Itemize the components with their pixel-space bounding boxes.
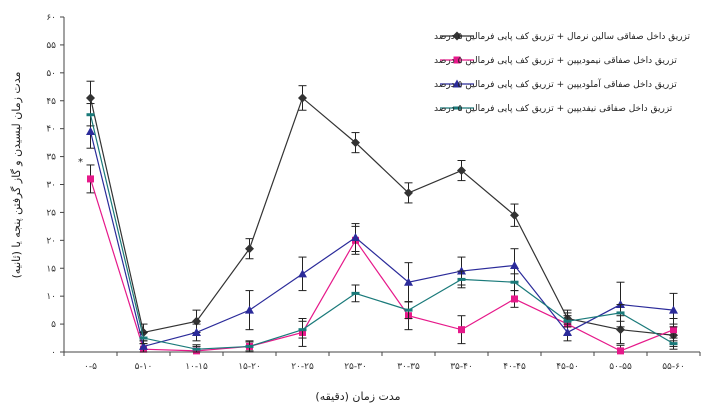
y-tick-label: ۲۵ [46, 208, 56, 218]
series-line [89, 178, 674, 352]
data-point [510, 280, 519, 284]
y-tick-label: ۲۰ [46, 236, 56, 246]
y-tick-label: ۳۵ [46, 153, 56, 163]
data-point [616, 325, 625, 335]
data-point [298, 93, 307, 103]
x-axis-title: مدت زمان (دقیقه) [315, 390, 400, 403]
x-tick-label: ۴۰-۴۵ [503, 362, 526, 372]
y-tick-label: ۵ [51, 320, 56, 330]
data-point [351, 138, 360, 148]
data-point [86, 113, 95, 117]
legend-item: تزریق داخل صفاقی سالین نرمال + تزریق کف … [434, 31, 691, 42]
data-point [510, 210, 519, 220]
data-point [510, 260, 519, 269]
x-tick-label: ۵۵-۶۰ [662, 362, 685, 372]
legend-swatch-marker [452, 31, 462, 41]
y-tick-label: ۵۰ [46, 69, 56, 79]
data-point [86, 93, 95, 103]
data-point [351, 291, 360, 295]
y-tick-label: ۰ [51, 348, 56, 358]
data-point [669, 305, 678, 314]
data-point [563, 327, 572, 336]
data-point [192, 316, 201, 326]
data-point [192, 327, 201, 336]
series-line [89, 131, 674, 348]
x-tick-label: ۴۵-۵۰ [556, 362, 579, 372]
series-line [89, 114, 674, 350]
data-point [511, 295, 518, 303]
legend: تزریق داخل صفاقی سالین نرمال + تزریق کف … [434, 31, 691, 114]
y-ticks: ۰ ۵ ۱۰ ۱۵ ۲۰ ۲۵ ۳۰ ۳۵ ۴۰ ۴۵ ۵۰ ۵۵ ۶۰ [46, 13, 64, 358]
series-4 [86, 103, 678, 353]
significance-marker: * [78, 157, 83, 168]
data-point [404, 188, 413, 198]
x-tick-label: ۲۵-۳۰ [344, 362, 367, 372]
data-point [245, 244, 254, 254]
y-tick-label: ۶۰ [46, 13, 56, 23]
data-point [245, 305, 254, 314]
data-point [457, 166, 466, 176]
data-point [139, 341, 148, 350]
legend-swatch-marker [453, 56, 461, 64]
y-tick-label: ۴۰ [46, 125, 56, 135]
x-tick-label: ۰-۵ [84, 362, 97, 372]
x-tick-label: ۳۰-۳۵ [397, 362, 420, 372]
data-point [298, 328, 307, 332]
data-point [563, 319, 572, 323]
x-tick-label: ۵۰-۵۵ [609, 362, 632, 372]
data-point [458, 326, 465, 334]
data-point [404, 277, 413, 286]
data-point [139, 336, 148, 340]
x-tick-label: ۵-۱۰ [135, 362, 153, 372]
legend-swatch-marker [453, 106, 461, 110]
data-point [457, 277, 466, 281]
legend-label: تزریق داخل صفاقی نیمودیپین + تزریق کف پا… [434, 56, 677, 66]
series-layer: * [78, 80, 678, 355]
y-tick-label: ۴۵ [46, 97, 56, 107]
legend-item: تزریق داخل صفاقی آملودیپین + تزریق کف پا… [434, 78, 677, 90]
y-axis-title: مدت زمان لیسیدن و گاز گرفتن پنجه یا (ثان… [10, 71, 23, 278]
legend-label: تزریق داخل صفاقی نیفدیپین + تزریق کف پای… [434, 104, 673, 114]
y-tick-label: ۱۰ [46, 292, 56, 302]
data-point [87, 175, 94, 183]
data-point [616, 311, 625, 315]
y-tick-label: ۵۵ [46, 41, 56, 51]
data-point [192, 347, 201, 351]
series-1 [86, 80, 678, 347]
y-tick-label: ۳۰ [46, 181, 56, 191]
data-point [351, 233, 360, 242]
legend-item: تزریق داخل صفاقی نیفدیپین + تزریق کف پای… [434, 104, 673, 114]
series-line [89, 96, 674, 336]
legend-label: تزریق داخل صفاقی آملودیپین + تزریق کف پا… [434, 78, 677, 90]
data-point [404, 308, 413, 312]
data-point [617, 347, 624, 355]
x-tick-label: ۱۰-۱۵ [185, 362, 208, 372]
legend-label: تزریق داخل صفاقی سالین نرمال + تزریق کف … [434, 32, 691, 42]
x-tick-label: ۱۵-۲۰ [238, 362, 261, 372]
legend-swatch-marker [452, 79, 462, 88]
x-tick-label: ۳۵-۴۰ [450, 362, 473, 372]
x-ticks: ۰-۵ ۵-۱۰ ۱۰-۱۵ ۱۵-۲۰ ۲۰-۲۵ ۲۵-۳۰ ۳۰-۳۵ ۳۵-۴۰ ۴۰-… [63, 352, 701, 372]
legend-item: تزریق داخل صفاقی نیمودیپین + تزریق کف پا… [434, 56, 677, 66]
series-3 [86, 114, 678, 353]
data-point [669, 342, 678, 346]
x-tick-label: ۲۰-۲۵ [291, 362, 314, 372]
data-point [670, 326, 677, 334]
data-point [86, 126, 95, 135]
data-point [245, 344, 254, 348]
y-tick-label: ۱۵ [46, 264, 56, 274]
data-point [298, 269, 307, 278]
